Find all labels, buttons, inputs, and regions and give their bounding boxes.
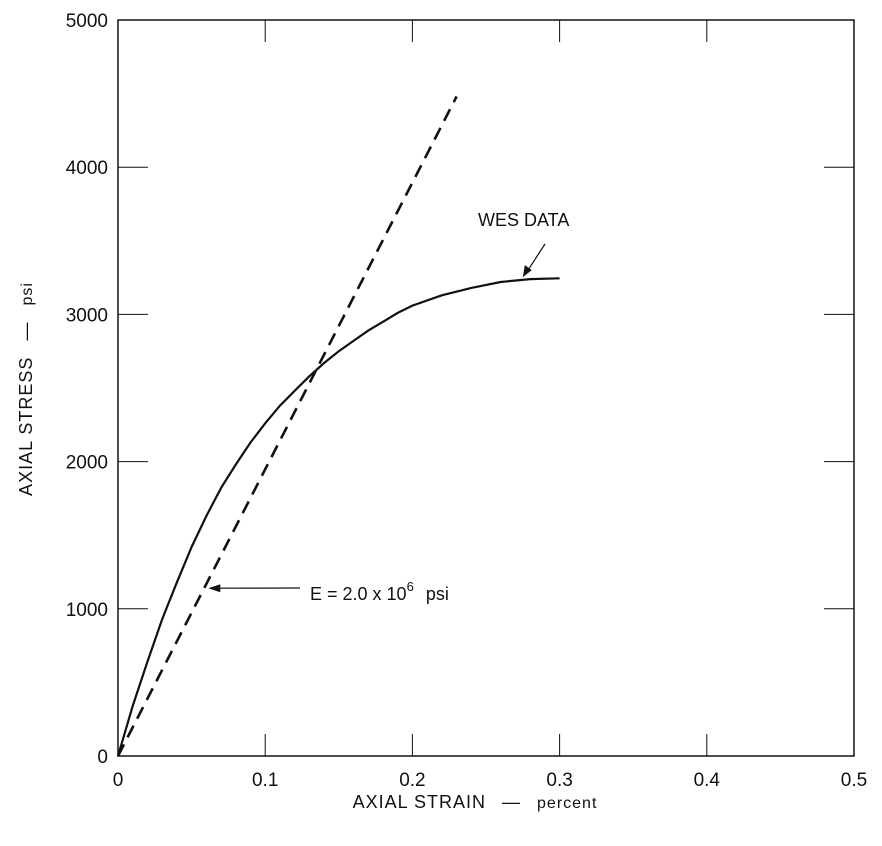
- y-tick-label: 5000: [66, 11, 108, 32]
- x-tick-label: 0.1: [252, 770, 278, 791]
- modulus-annotation: E = 2.0 x 106 psi: [310, 579, 449, 604]
- x-tick-label: 0.3: [546, 770, 572, 791]
- modulus-annotation-unit: psi: [426, 584, 449, 604]
- x-tick-label: 0.4: [694, 770, 721, 791]
- x-axis-unit: percent: [537, 795, 597, 812]
- wes-data-arrow-head: [522, 265, 532, 278]
- y-tick-label: 0: [97, 747, 108, 768]
- x-axis-label: AXIAL STRAIN: [353, 792, 486, 812]
- x-tick-label: 0.2: [399, 770, 425, 791]
- wes-data-annotation: WES DATA: [478, 210, 569, 230]
- y-tick-label: 3000: [66, 305, 108, 326]
- wes-data-curve: [116, 277, 560, 757]
- modulus-dashed-line: [116, 95, 458, 757]
- plot-frame: [117, 19, 855, 757]
- y-tick-label: 2000: [66, 453, 108, 474]
- y-axis-label: AXIAL STRESS: [16, 357, 36, 496]
- y-tick-label: 1000: [66, 600, 108, 621]
- modulus-arrow-head: [208, 584, 221, 593]
- x-tick-label: 0: [113, 770, 124, 791]
- x-axis-title: AXIAL STRAIN — percent: [353, 792, 598, 812]
- x-tick-label: 0.5: [841, 770, 867, 791]
- modulus-annotation-base: E = 2.0 x 10: [310, 584, 407, 604]
- y-axis-unit: psi: [19, 282, 36, 305]
- y-axis-title: AXIAL STRESS — psi: [16, 282, 36, 496]
- modulus-annotation-exponent: 6: [407, 579, 414, 594]
- y-tick-label: 4000: [66, 158, 108, 179]
